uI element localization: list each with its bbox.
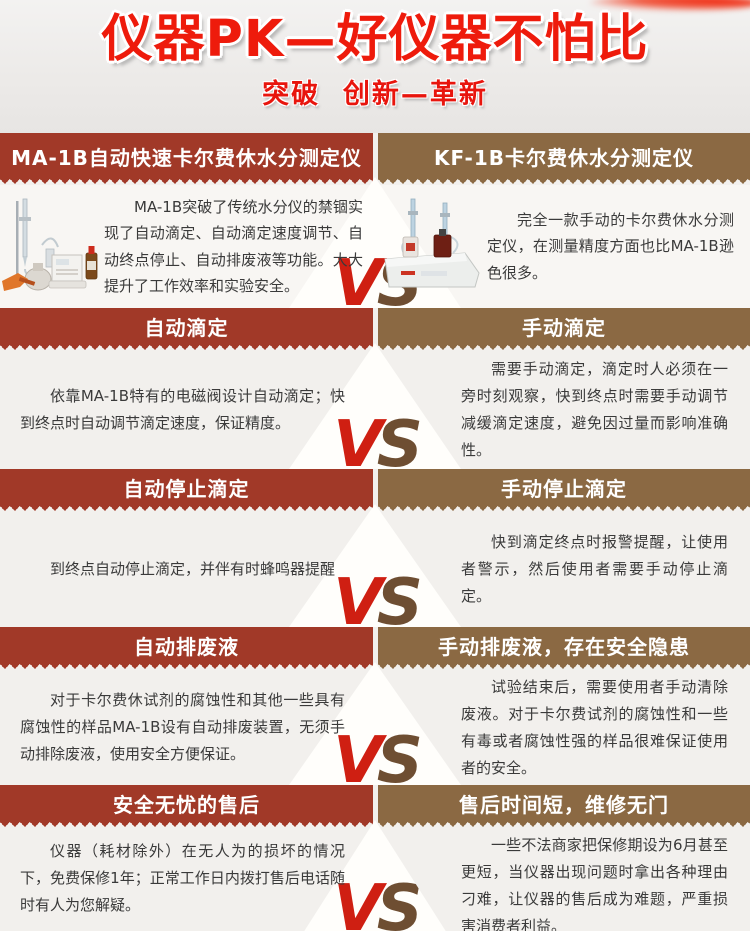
left-header: 自动停止滴定: [0, 469, 373, 506]
left-header-label: 安全无忧的售后: [113, 793, 260, 817]
left-text: 对于卡尔费休试剂的腐蚀性和其他一些具有腐蚀性的样品MA-1B设有自动排废装置，无…: [20, 691, 345, 763]
right-header-label: 手动排废液，存在安全隐患: [438, 635, 690, 659]
section-header-row: MA-1B自动快速卡尔费休水分测定仪 KF-1B卡尔费休水分测定仪: [0, 133, 750, 179]
section-stop: 自动停止滴定 手动停止滴定 VS 到终点自动停止滴定，并伴有时蜂鸣器提醒 快到滴…: [0, 469, 750, 627]
left-intro-text: MA-1B突破了传统水分仪的禁锢实现了自动滴定、自动滴定速度调节、自动终点停止、…: [104, 198, 363, 295]
left-header-label: 自动排废液: [134, 635, 239, 659]
section-content: VS 依靠MA-1B特有的电磁阀设计自动滴定；快到终点时自动调节滴定速度，保证精…: [0, 343, 750, 469]
left-header: 安全无忧的售后: [0, 785, 373, 822]
right-header-label: 售后时间短，维修无门: [459, 793, 669, 817]
vs-label: VS: [289, 729, 461, 785]
vs-letter-v: V: [333, 247, 382, 321]
right-text: 一些不法商家把保修期设为6月甚至更短，当仪器出现问题时拿出各种理由刁难，让仪器的…: [461, 836, 728, 931]
banner: 仪器PK—好仪器不怕比 突破 创新—革新: [0, 0, 750, 133]
left-column: MA-1B突破了传统水分仪的禁锢实现了自动滴定、自动滴定速度调节、自动终点停止、…: [0, 185, 373, 308]
left-header-label: MA-1B自动快速卡尔费休水分测定仪: [11, 145, 362, 170]
section-titration: 自动滴定 手动滴定 VS 依靠MA-1B特有的电磁阀设计自动滴定；快到终点时自动…: [0, 308, 750, 469]
page-subtitle: 突破 创新—革新: [262, 79, 488, 111]
vs-label: VS: [289, 413, 461, 469]
right-header-label: 手动停止滴定: [501, 477, 627, 501]
section-header-row: 自动停止滴定 手动停止滴定: [0, 469, 750, 506]
right-column: 完全一款手动的卡尔费休水分测定仪，在测量精度方面也比MA-1B逊色很多。: [373, 185, 750, 308]
vs-letter-s: S: [376, 872, 423, 931]
right-text: 试验结束后，需要使用者手动清除废液。对于卡尔费试剂的腐蚀性和一些有毒或者腐蚀性强…: [461, 677, 728, 777]
left-header-ma1b: MA-1B自动快速卡尔费休水分测定仪: [0, 133, 373, 179]
left-text: 仪器（耗材除外）在无人为的损坏的情况下，免费保修1年；正常工作日内拨打售后电话随…: [20, 842, 345, 914]
section-content: VS: [0, 177, 750, 308]
ma1b-product-image: [2, 198, 98, 291]
left-header-label: 自动停止滴定: [123, 477, 250, 501]
page-title: 仪器PK—好仪器不怕比: [101, 10, 649, 69]
right-column: 一些不法商家把保修期设为6月甚至更短，当仪器出现问题时拿出各种理由刁难，让仪器的…: [373, 828, 750, 931]
sawtooth-edge: [0, 822, 750, 828]
section-intro: MA-1B自动快速卡尔费休水分测定仪 KF-1B卡尔费休水分测定仪 VS: [0, 133, 750, 308]
left-text: 到终点自动停止滴定，并伴有时蜂鸣器提醒: [50, 560, 336, 578]
right-header: 手动停止滴定: [378, 469, 750, 506]
left-header: 自动滴定: [0, 308, 373, 345]
left-header: 自动排废液: [0, 627, 373, 664]
left-text: 依靠MA-1B特有的电磁阀设计自动滴定；快到终点时自动调节滴定速度，保证精度。: [20, 387, 345, 432]
vs-label: VS: [289, 571, 461, 627]
section-content: VS 仪器（耗材除外）在无人为的损坏的情况下，免费保修1年；正常工作日内拨打售后…: [0, 820, 750, 931]
section-content: VS 对于卡尔费休试剂的腐蚀性和其他一些具有腐蚀性的样品MA-1B设有自动排废装…: [0, 662, 750, 785]
left-column: 仪器（耗材除外）在无人为的损坏的情况下，免费保修1年；正常工作日内拨打售后电话随…: [0, 828, 373, 931]
right-header-kf1b: KF-1B卡尔费休水分测定仪: [378, 133, 750, 179]
vs-letter-s: S: [376, 724, 423, 798]
section-content: VS 到终点自动停止滴定，并伴有时蜂鸣器提醒 快到滴定终点时报警提醒，让使用者警…: [0, 504, 750, 627]
right-header: 手动滴定: [378, 308, 750, 345]
section-header-row: 自动排废液 手动排废液，存在安全隐患: [0, 627, 750, 664]
right-text: 快到滴定终点时报警提醒，让使用者警示，然后使用者需要手动停止滴定。: [461, 533, 728, 605]
left-column: 对于卡尔费休试剂的腐蚀性和其他一些具有腐蚀性的样品MA-1B设有自动排废装置，无…: [0, 670, 373, 785]
vs-letter-v: V: [333, 872, 382, 931]
red-smudge-decoration: [590, 0, 750, 11]
sawtooth-edge: [0, 345, 750, 351]
sawtooth-edge: [0, 179, 750, 185]
vs-letter-v: V: [333, 408, 382, 482]
section-header-row: 自动滴定 手动滴定: [0, 308, 750, 345]
section-aftersales: 安全无忧的售后 售后时间短，维修无门 VS 仪器（耗材除外）在无人为的损坏的情况…: [0, 785, 750, 931]
left-column: 到终点自动停止滴定，并伴有时蜂鸣器提醒: [0, 512, 373, 627]
right-intro-text: 完全一款手动的卡尔费休水分测定仪，在测量精度方面也比MA-1B逊色很多。: [487, 211, 734, 282]
right-text: 需要手动滴定，滴定时人必须在一旁时刻观察，快到终点时需要手动调节减缓滴定速度，避…: [461, 360, 728, 459]
kf1b-product-image: [384, 198, 480, 287]
sawtooth-edge: [0, 664, 750, 670]
vs-letter-v: V: [333, 566, 382, 640]
left-column: 依靠MA-1B特有的电磁阀设计自动滴定；快到终点时自动调节滴定速度，保证精度。: [0, 351, 373, 469]
sawtooth-edge: [0, 506, 750, 512]
right-header-label: KF-1B卡尔费休水分测定仪: [433, 145, 694, 170]
right-column: 需要手动滴定，滴定时人必须在一旁时刻观察，快到终点时需要手动调节减缓滴定速度，避…: [373, 351, 750, 469]
vs-letter-s: S: [376, 566, 423, 640]
left-header-label: 自动滴定: [144, 316, 229, 340]
vs-label: VS: [289, 877, 461, 931]
right-header-label: 手动滴定: [522, 316, 606, 340]
right-column: 快到滴定终点时报警提醒，让使用者警示，然后使用者需要手动停止滴定。: [373, 512, 750, 627]
right-header: 手动排废液，存在安全隐患: [378, 627, 750, 664]
vs-letter-s: S: [376, 408, 423, 482]
vs-letter-v: V: [333, 724, 382, 798]
section-waste: 自动排废液 手动排废液，存在安全隐患 VS 对于卡尔费休试剂的腐蚀性和其他一些具…: [0, 627, 750, 785]
section-header-row: 安全无忧的售后 售后时间短，维修无门: [0, 785, 750, 822]
right-column: 试验结束后，需要使用者手动清除废液。对于卡尔费试剂的腐蚀性和一些有毒或者腐蚀性强…: [373, 670, 750, 785]
right-header: 售后时间短，维修无门: [378, 785, 750, 822]
